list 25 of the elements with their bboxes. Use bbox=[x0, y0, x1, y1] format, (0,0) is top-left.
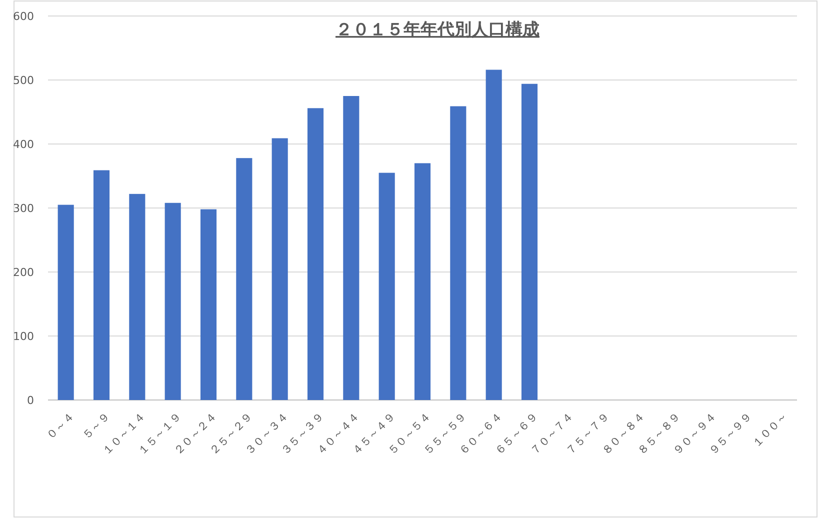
bar bbox=[164, 202, 181, 400]
bar bbox=[450, 106, 466, 400]
x-tick-label: １００～ bbox=[750, 410, 790, 450]
y-tick-label: 600 bbox=[13, 10, 34, 23]
bar bbox=[343, 96, 360, 400]
bar bbox=[378, 172, 395, 400]
x-tick-label: ０～４ bbox=[44, 410, 77, 442]
bar bbox=[307, 108, 324, 400]
bar bbox=[272, 138, 288, 400]
bar bbox=[200, 209, 217, 400]
bar bbox=[414, 163, 431, 400]
bar bbox=[486, 70, 502, 400]
y-tick-label: 200 bbox=[13, 266, 34, 279]
bar bbox=[93, 170, 110, 400]
y-tick-label: 0 bbox=[27, 394, 34, 407]
bar bbox=[129, 194, 146, 400]
y-tick-label: 100 bbox=[13, 330, 34, 343]
y-tick-label: 300 bbox=[13, 202, 34, 215]
bar bbox=[58, 204, 74, 400]
x-tick-label: ５～９ bbox=[80, 410, 112, 442]
bar bbox=[521, 84, 538, 400]
chart-title: ２０１５年年代別人口構成 bbox=[336, 20, 540, 40]
y-tick-label: 400 bbox=[13, 138, 34, 151]
bar bbox=[236, 158, 252, 400]
y-tick-label: 500 bbox=[13, 74, 34, 87]
